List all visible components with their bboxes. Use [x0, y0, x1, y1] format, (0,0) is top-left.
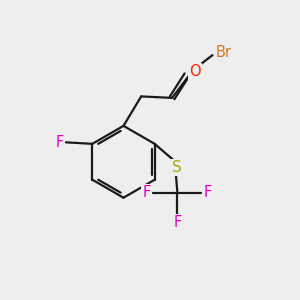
Text: Br: Br — [216, 45, 232, 60]
Text: S: S — [172, 160, 182, 175]
Text: F: F — [142, 185, 151, 200]
Text: F: F — [204, 185, 212, 200]
Text: F: F — [173, 215, 182, 230]
Text: F: F — [55, 135, 64, 150]
Text: O: O — [189, 64, 201, 80]
